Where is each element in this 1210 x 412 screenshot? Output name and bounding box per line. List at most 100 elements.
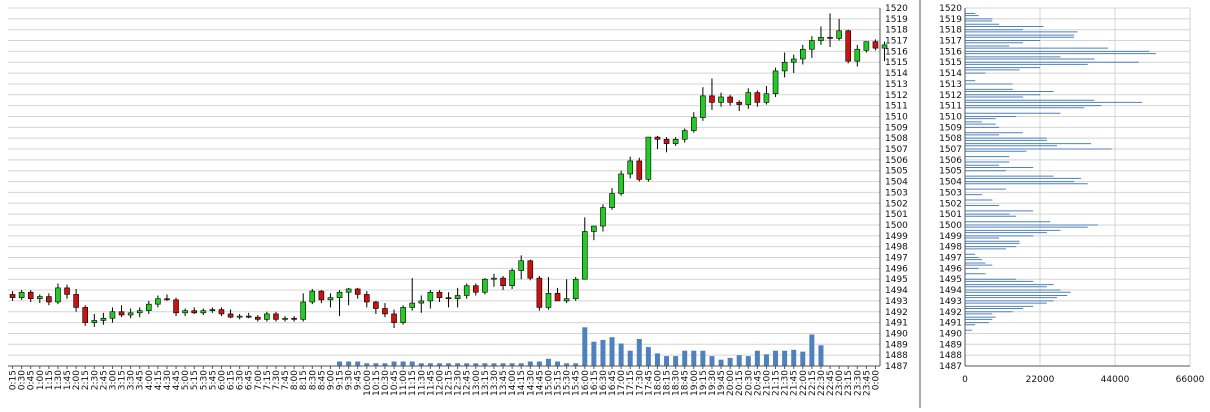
candle-body (736, 102, 743, 105)
volume-bar (745, 356, 751, 366)
candle-body (509, 270, 515, 287)
x-tick-17:45: 17:45 (644, 370, 654, 396)
volume-bar (409, 361, 415, 366)
volume-bar (818, 345, 824, 366)
candle-body (245, 315, 252, 318)
candle-body (327, 297, 334, 301)
candle-body (845, 30, 852, 62)
y-tick-1498: 1498 (885, 243, 908, 253)
candle-body (136, 310, 143, 314)
x-tick-1:00: 1:00 (36, 370, 46, 390)
candle-body (572, 278, 579, 300)
volume-bar (573, 363, 579, 366)
volume-bar (337, 361, 343, 366)
volume-profile-y-tick-labels: 1487148814891490149114921493149414951496… (939, 4, 962, 372)
profile-y-tick-1511: 1511 (939, 102, 962, 112)
x-tick-20:15: 20:15 (735, 370, 745, 396)
x-tick-1:15: 1:15 (45, 370, 55, 390)
volume-bar (754, 350, 760, 366)
candle-body (618, 173, 624, 194)
x-tick-3:30: 3:30 (127, 370, 137, 390)
x-tick-11:00: 11:00 (399, 370, 409, 396)
volume-bar (700, 350, 706, 366)
profile-y-tick-1507: 1507 (939, 145, 962, 155)
x-tick-9:45: 9:45 (354, 370, 364, 390)
y-tick-1510: 1510 (885, 112, 908, 122)
candle-body (581, 231, 588, 280)
volume-profile-grid (964, 7, 1191, 367)
candle-body (9, 294, 16, 298)
candlestick-y-tick-labels: 1487148814891490149114921493149414951496… (885, 4, 908, 372)
x-tick-19:45: 19:45 (717, 370, 727, 396)
profile-y-tick-1500: 1500 (939, 221, 962, 231)
y-tick-1518: 1518 (885, 26, 908, 36)
x-tick-23:00: 23:00 (835, 370, 845, 396)
candle-body (182, 310, 188, 314)
candle-body (627, 160, 634, 175)
candle-body (354, 288, 361, 295)
y-tick-1499: 1499 (885, 232, 908, 242)
candle-body (681, 130, 688, 140)
x-tick-0:00: 0:00 (871, 370, 881, 390)
x-tick-14:00: 14:00 (508, 370, 518, 396)
candle-body (745, 92, 752, 105)
y-tick-1507: 1507 (885, 145, 908, 155)
candle-body (173, 299, 179, 314)
y-tick-1511: 1511 (885, 102, 908, 112)
candle-body (318, 290, 325, 301)
candle-body (754, 92, 761, 103)
x-tick-19:15: 19:15 (699, 370, 709, 396)
x-tick-2:30: 2:30 (90, 370, 100, 390)
volume-bars (337, 327, 824, 366)
candle-body (118, 311, 125, 316)
profile-y-tick-1496: 1496 (939, 264, 962, 274)
candle-body (345, 288, 352, 293)
candle-body (363, 294, 370, 303)
candle-body (291, 317, 297, 320)
y-tick-1500: 1500 (885, 221, 908, 231)
candle-body (236, 315, 243, 318)
volume-bar (555, 361, 561, 366)
candle-body (836, 30, 842, 39)
candle-body (809, 40, 815, 50)
volume-bar (355, 361, 361, 366)
candle-body (727, 96, 733, 103)
x-tick-23:45: 23:45 (862, 370, 872, 396)
candle-body (127, 312, 134, 316)
profile-y-tick-1493: 1493 (939, 297, 962, 307)
profile-y-tick-1508: 1508 (939, 134, 962, 144)
candle-body (545, 293, 552, 308)
profile-y-tick-1501: 1501 (939, 210, 962, 220)
y-tick-1487: 1487 (885, 362, 908, 372)
candle-body (209, 309, 216, 311)
x-tick-21:45: 21:45 (790, 370, 800, 396)
volume-bar (763, 354, 769, 366)
x-tick-7:45: 7:45 (281, 370, 291, 390)
x-tick-15:30: 15:30 (563, 370, 573, 396)
candle-body (718, 96, 724, 103)
candle-body (491, 277, 497, 280)
x-tick-21:30: 21:30 (781, 370, 791, 396)
volume-bar (591, 341, 597, 366)
candle-body (500, 277, 506, 287)
x-tick-16:45: 16:45 (608, 370, 618, 396)
candle-body (482, 278, 488, 293)
y-tick-1512: 1512 (885, 91, 908, 101)
candle-body (781, 61, 788, 72)
profile-y-tick-1489: 1489 (939, 340, 962, 350)
x-tick-22:15: 22:15 (808, 370, 818, 396)
volume-bar (773, 350, 779, 366)
volume-profile-x-tick-labels: 0 22000 44000 66000 (962, 375, 1204, 385)
candle-body (763, 93, 770, 103)
volume-bar (809, 334, 815, 366)
candle-body (663, 138, 670, 144)
volume-bar (645, 347, 651, 366)
candle-body (554, 293, 561, 302)
x-tick-10:15: 10:15 (372, 370, 382, 396)
volume-bar (727, 357, 733, 366)
volume-bar (364, 363, 370, 366)
x-tick-15:00: 15:00 (544, 370, 554, 396)
volume-bar (382, 363, 388, 366)
x-tick-14:15: 14:15 (517, 370, 527, 396)
